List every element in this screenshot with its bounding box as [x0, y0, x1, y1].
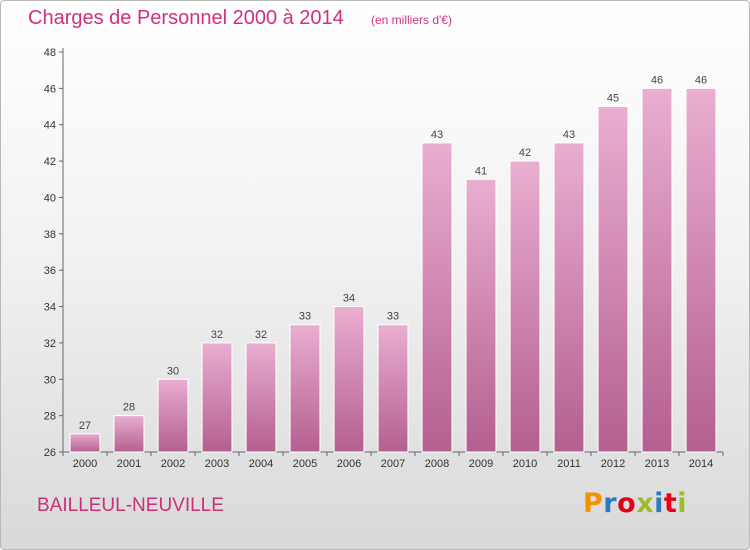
y-tick-label: 48 [44, 47, 56, 59]
bar-2009[interactable] [465, 178, 497, 453]
bar-2004[interactable] [245, 342, 277, 453]
proxiti-logo[interactable]: Proxiti [583, 488, 687, 519]
y-tick-label: 32 [44, 338, 56, 350]
y-tick-label: 26 [44, 447, 56, 459]
bar-2013[interactable] [641, 87, 673, 453]
x-tick-label: 2014 [689, 458, 713, 470]
logo-letter: r [603, 488, 618, 519]
x-tick-label: 2011 [557, 458, 581, 470]
y-tick-label: 40 [44, 192, 56, 204]
data-label: 28 [123, 402, 135, 414]
chart-title: Charges de Personnel 2000 à 2014 [28, 7, 344, 29]
x-tick-label: 2009 [469, 458, 493, 470]
y-tick-label: 36 [44, 265, 56, 277]
bar-2007[interactable] [377, 324, 409, 453]
data-label: 43 [563, 129, 575, 141]
x-tick-label: 2003 [205, 458, 229, 470]
bar-2010[interactable] [509, 160, 541, 453]
data-label: 32 [211, 329, 223, 341]
logo-letter: x [636, 488, 655, 519]
x-tick-label: 2012 [601, 458, 625, 470]
data-label: 33 [387, 311, 399, 323]
data-label: 30 [167, 365, 179, 377]
bar-2003[interactable] [201, 342, 233, 453]
x-tick-label: 2004 [249, 458, 273, 470]
logo-letter: P [583, 488, 604, 519]
data-label: 45 [607, 93, 619, 105]
bar-2008[interactable] [421, 142, 453, 453]
data-label: 33 [299, 311, 311, 323]
data-label: 43 [431, 129, 443, 141]
logo-letter: i [677, 488, 688, 519]
logo-letter: i [654, 488, 664, 519]
bar-2012[interactable] [597, 106, 629, 453]
x-tick-label: 2000 [73, 458, 97, 470]
data-label: 34 [343, 293, 355, 305]
bar-2002[interactable] [157, 378, 189, 453]
x-tick-label: 2007 [381, 458, 405, 470]
logo-letter: o [617, 488, 637, 519]
x-tick-label: 2005 [293, 458, 317, 470]
data-label: 46 [695, 74, 707, 86]
bar-2005[interactable] [289, 324, 321, 453]
bar-2014[interactable] [685, 87, 717, 453]
y-tick-label: 42 [44, 156, 56, 168]
x-tick-label: 2008 [425, 458, 449, 470]
y-tick-label: 30 [44, 374, 56, 386]
chart-subtitle: (en milliers d'€) [371, 13, 452, 27]
bar-2000[interactable] [69, 433, 101, 453]
y-tick-label: 28 [44, 411, 56, 423]
bar-2001[interactable] [113, 415, 145, 453]
x-tick-label: 2001 [117, 458, 141, 470]
data-label: 42 [519, 147, 531, 159]
bar-2011[interactable] [553, 142, 585, 453]
x-tick-label: 2010 [513, 458, 537, 470]
x-tick-label: 2013 [645, 458, 669, 470]
y-tick-label: 38 [44, 229, 56, 241]
y-tick-label: 34 [44, 302, 56, 314]
data-label: 41 [475, 165, 487, 177]
bar-2006[interactable] [333, 306, 365, 453]
commune-name: BAILLEUL-NEUVILLE [37, 495, 224, 516]
data-label: 27 [79, 420, 91, 432]
y-tick-label: 44 [44, 120, 56, 132]
x-tick-label: 2002 [161, 458, 185, 470]
data-label: 32 [255, 329, 267, 341]
logo-letter: t [663, 488, 678, 519]
data-label: 46 [651, 74, 663, 86]
x-tick-label: 2006 [337, 458, 361, 470]
y-tick-label: 46 [44, 83, 56, 95]
